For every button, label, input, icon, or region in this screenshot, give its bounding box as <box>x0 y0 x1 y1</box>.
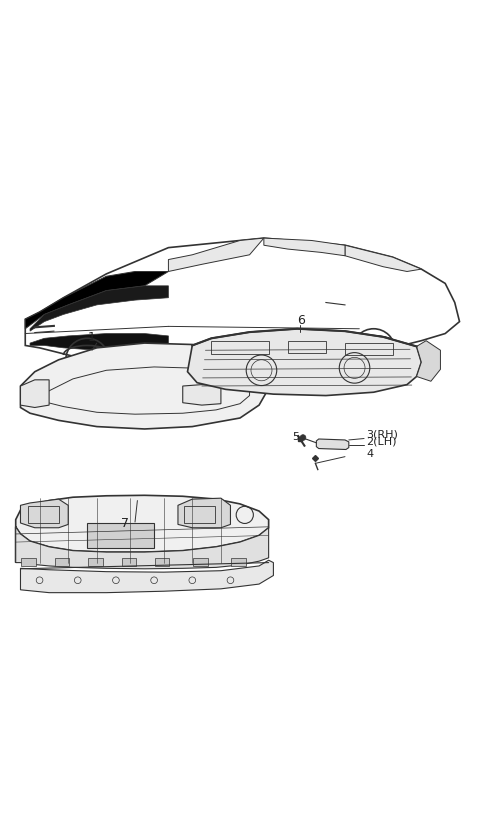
Polygon shape <box>345 245 421 271</box>
Polygon shape <box>417 341 441 381</box>
Polygon shape <box>16 496 269 562</box>
Bar <box>345 343 393 355</box>
Text: 5: 5 <box>292 432 300 442</box>
Polygon shape <box>21 560 274 593</box>
Text: 1: 1 <box>87 331 95 344</box>
Text: 2(LH): 2(LH) <box>366 437 397 447</box>
Polygon shape <box>21 380 49 408</box>
Polygon shape <box>188 328 421 395</box>
Bar <box>121 557 136 566</box>
Text: 6: 6 <box>297 314 305 327</box>
Bar <box>87 523 154 548</box>
Bar <box>231 557 246 566</box>
Text: 4: 4 <box>366 448 373 459</box>
Polygon shape <box>183 385 221 405</box>
Bar <box>55 557 69 566</box>
Polygon shape <box>21 343 269 429</box>
Text: 7: 7 <box>120 517 129 530</box>
Bar <box>211 341 269 354</box>
Polygon shape <box>178 498 230 528</box>
Circle shape <box>300 434 306 440</box>
Bar <box>28 506 59 523</box>
Text: 3(RH): 3(RH) <box>366 430 398 439</box>
Bar <box>184 506 215 523</box>
Bar <box>155 557 169 566</box>
Bar <box>22 557 36 566</box>
Polygon shape <box>30 333 168 350</box>
Polygon shape <box>16 526 269 569</box>
Polygon shape <box>264 238 345 256</box>
Polygon shape <box>25 271 168 328</box>
Bar <box>88 557 103 566</box>
Polygon shape <box>316 439 349 450</box>
Polygon shape <box>25 238 459 364</box>
Bar <box>193 557 207 566</box>
Polygon shape <box>30 286 168 331</box>
Polygon shape <box>168 238 264 271</box>
Polygon shape <box>21 499 68 528</box>
Bar <box>288 341 326 353</box>
